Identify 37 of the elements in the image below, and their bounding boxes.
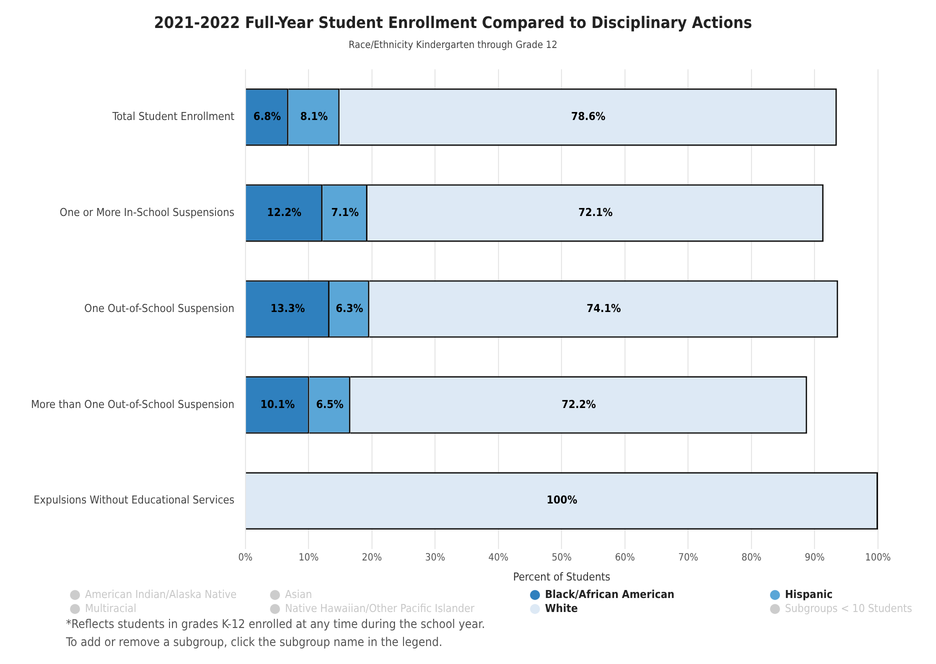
x-axis-title: Percent of Students [513, 570, 610, 584]
x-tick-label: 10% [298, 552, 320, 564]
x-tick-label: 50% [552, 552, 572, 564]
data-label: 100% [546, 494, 578, 507]
x-tick-label: 20% [362, 552, 382, 564]
data-label: 72.2% [562, 398, 596, 411]
text: *Reflects students in grades K-12 enrolled at any time during the school year. [66, 616, 486, 633]
x-tick-label: 70% [678, 552, 699, 564]
y-tick-label: Total Student Enrollment [111, 110, 235, 124]
legend-label: Black/African American [544, 588, 676, 601]
x-tick-label: 80% [741, 552, 762, 564]
legend-label: White [544, 602, 579, 615]
data-label: 7.1% [331, 206, 359, 219]
data-label: 10.1% [260, 398, 295, 411]
y-tick-label: One or More In-School Suspensions [60, 206, 234, 219]
y-tick-label: One Out-of-School Suspension [84, 302, 234, 315]
y-tick-label: More than One Out-of-School Suspension [30, 398, 234, 411]
x-tick-label: 90% [804, 552, 826, 564]
data-label: 6.8% [253, 110, 281, 124]
data-label: 78.6% [571, 110, 606, 124]
data-label: 8.1% [300, 110, 328, 124]
chart-subtitle: Race/Ethnicity Kindergarten through Grade 12 [348, 40, 558, 51]
data-label: 13.3% [270, 302, 305, 315]
x-tick-label: 100% [865, 552, 892, 564]
legend-label: Hispanic [784, 588, 834, 601]
text: To add or remove a subgroup, click the subgroup name in the legend. [66, 634, 444, 651]
data-label: 72.1% [578, 206, 613, 219]
data-label: 12.2% [267, 206, 302, 219]
chart-title: 2021-2022 Full-Year Student Enrollment Compared to Disciplinary Actions [154, 12, 752, 32]
x-tick-label: 30% [425, 552, 446, 564]
x-tick-label: 40% [488, 552, 509, 564]
y-tick-label: Expulsions Without Educational Services [34, 494, 234, 507]
data-label: 6.3% [336, 302, 364, 315]
data-label: 6.5% [316, 398, 344, 411]
data-label: 74.1% [586, 302, 622, 315]
x-tick-label: 60% [614, 552, 636, 564]
x-tick-label: 0% [238, 552, 253, 564]
